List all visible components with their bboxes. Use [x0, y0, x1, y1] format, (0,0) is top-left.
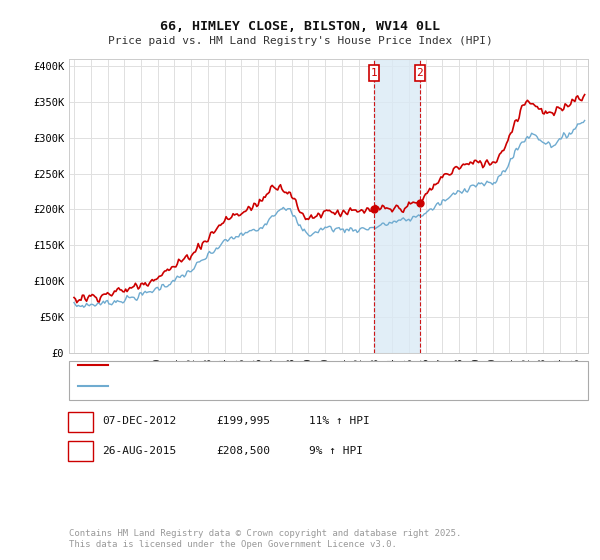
Text: £199,995: £199,995	[216, 416, 270, 426]
Text: 1: 1	[371, 68, 377, 78]
Text: 26-AUG-2015: 26-AUG-2015	[102, 446, 176, 456]
Text: 2: 2	[416, 68, 423, 78]
FancyBboxPatch shape	[415, 66, 425, 81]
Text: Price paid vs. HM Land Registry's House Price Index (HPI): Price paid vs. HM Land Registry's House …	[107, 36, 493, 46]
Text: 07-DEC-2012: 07-DEC-2012	[102, 416, 176, 426]
Text: 2: 2	[77, 446, 84, 456]
FancyBboxPatch shape	[369, 66, 379, 81]
Text: 1: 1	[77, 416, 84, 426]
Text: 66, HIMLEY CLOSE, BILSTON, WV14 0LL (detached house): 66, HIMLEY CLOSE, BILSTON, WV14 0LL (det…	[114, 360, 439, 370]
Text: 9% ↑ HPI: 9% ↑ HPI	[309, 446, 363, 456]
Text: £208,500: £208,500	[216, 446, 270, 456]
Text: 11% ↑ HPI: 11% ↑ HPI	[309, 416, 370, 426]
Text: HPI: Average price, detached house, Wolverhampton: HPI: Average price, detached house, Wolv…	[114, 381, 420, 391]
Text: 66, HIMLEY CLOSE, BILSTON, WV14 0LL: 66, HIMLEY CLOSE, BILSTON, WV14 0LL	[160, 20, 440, 32]
Bar	[374, 59, 420, 353]
Text: Contains HM Land Registry data © Crown copyright and database right 2025.
This d: Contains HM Land Registry data © Crown c…	[69, 529, 461, 549]
